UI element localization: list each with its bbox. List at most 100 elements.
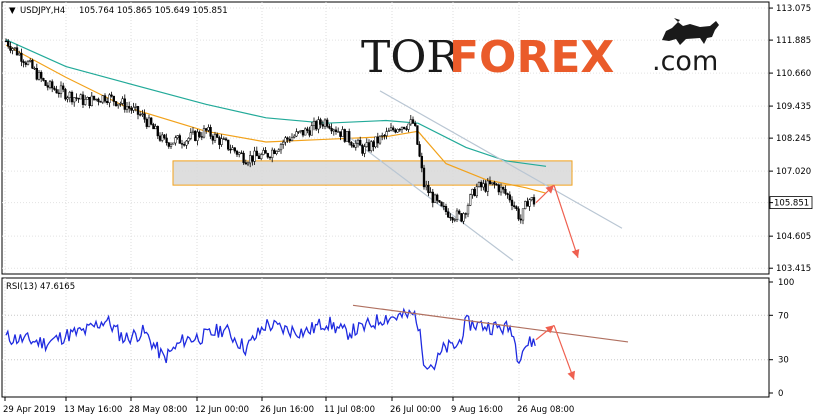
candle-body (90, 95, 93, 106)
candle-body (425, 184, 428, 188)
channel-line (344, 133, 514, 262)
candle-body (341, 129, 344, 137)
rsi-tick-label: 30 (778, 356, 789, 366)
candle-body (99, 101, 102, 103)
candle-body (53, 87, 56, 90)
price-forecast-arrows (535, 184, 580, 259)
candle-body (57, 92, 60, 95)
candle-body (224, 138, 228, 141)
candle-body (154, 126, 157, 130)
candle-body (44, 80, 47, 86)
candle-body (77, 98, 80, 100)
candle-body (240, 152, 243, 154)
candle-body (521, 208, 525, 221)
candle-body (504, 189, 507, 194)
bull-icon (662, 18, 719, 45)
candle-body (367, 142, 371, 151)
rsi-forecast-arrows (535, 324, 575, 380)
candle-body (442, 205, 445, 208)
candle-body (121, 98, 124, 104)
rsi-forecast-arrowhead (567, 370, 575, 380)
candle-body (513, 205, 516, 207)
candle-body (409, 119, 412, 125)
candle-body (436, 194, 439, 201)
candle-body (123, 98, 126, 110)
candle-body (198, 131, 201, 137)
price-candles (4, 38, 536, 225)
time-axis: 29 Apr 2019 13 May 16:00 28 May 08:00 12 Ju… (3, 397, 574, 415)
candle-body (361, 145, 364, 154)
candle-body (317, 119, 320, 130)
price-axis: 113.075 111.885 110.660 109.435 108.245 107.0… (769, 4, 811, 274)
candle-body (189, 132, 192, 139)
candle-body (257, 155, 261, 160)
brand-part-3: .com (652, 46, 718, 77)
candle-body (491, 182, 494, 185)
candle-body (458, 210, 461, 214)
candle-body (453, 219, 456, 221)
candle-body (266, 153, 269, 158)
candle-body (103, 95, 107, 102)
candle-body (95, 98, 98, 101)
y-tick-label: 109.435 (776, 102, 811, 112)
candle-body (486, 180, 489, 192)
ohlc-values: 105.764 105.865 105.649 105.851 (79, 6, 228, 16)
candle-body (235, 150, 239, 155)
y-tick-label: 108.245 (776, 134, 811, 144)
candle-body (462, 213, 465, 222)
candle-body (9, 46, 12, 51)
candle-body (40, 72, 43, 79)
x-tick-label: 26 Jul 00:00 (390, 405, 441, 415)
candle-body (132, 107, 135, 111)
candle-body (449, 216, 452, 219)
candle-body (88, 97, 91, 106)
candle-body (209, 127, 212, 137)
candle-body (392, 127, 395, 131)
price-forecast-segment (553, 184, 579, 259)
candle-body (286, 137, 289, 140)
candle-body (147, 117, 151, 127)
x-tick-label: 26 Aug 08:00 (517, 405, 574, 415)
candle-body (332, 129, 335, 132)
candle-body (62, 85, 65, 90)
candle-body (143, 113, 146, 120)
candle-body (343, 129, 346, 142)
candle-body (471, 188, 474, 195)
candle-body (185, 140, 188, 146)
candle-body (515, 206, 518, 209)
candle-body (372, 141, 375, 148)
y-tick-label: 110.660 (776, 69, 811, 79)
candle-body (517, 208, 520, 220)
candle-body (141, 113, 144, 115)
candle-body (299, 130, 302, 132)
candle-body (205, 128, 208, 131)
candle-body (161, 134, 164, 141)
candle-body (227, 139, 230, 150)
candle-body (35, 67, 38, 80)
candle-body (359, 139, 362, 146)
candle-body (411, 119, 415, 124)
candle-body (488, 180, 492, 185)
candle-body (363, 146, 366, 154)
candle-body (394, 129, 397, 133)
candle-body (398, 129, 401, 131)
candle-body (145, 118, 148, 127)
candle-body (29, 60, 32, 62)
candle-body (253, 150, 256, 162)
rsi-tick-label: 0 (778, 389, 783, 399)
candle-body (242, 152, 245, 163)
candle-body (15, 47, 19, 56)
candle-body (20, 52, 23, 62)
candle-body (7, 40, 10, 47)
candle-body (42, 78, 45, 81)
candle-body (334, 129, 338, 132)
candle-body (207, 127, 210, 131)
candle-body (150, 117, 153, 125)
candle-body (339, 131, 342, 137)
candle-body (466, 205, 470, 215)
candle-body (220, 138, 223, 145)
header-arrow-icon: ▼ (9, 6, 16, 16)
candle-body (345, 131, 349, 142)
candle-body (295, 131, 298, 137)
price-forecast-arrowhead (545, 185, 554, 194)
